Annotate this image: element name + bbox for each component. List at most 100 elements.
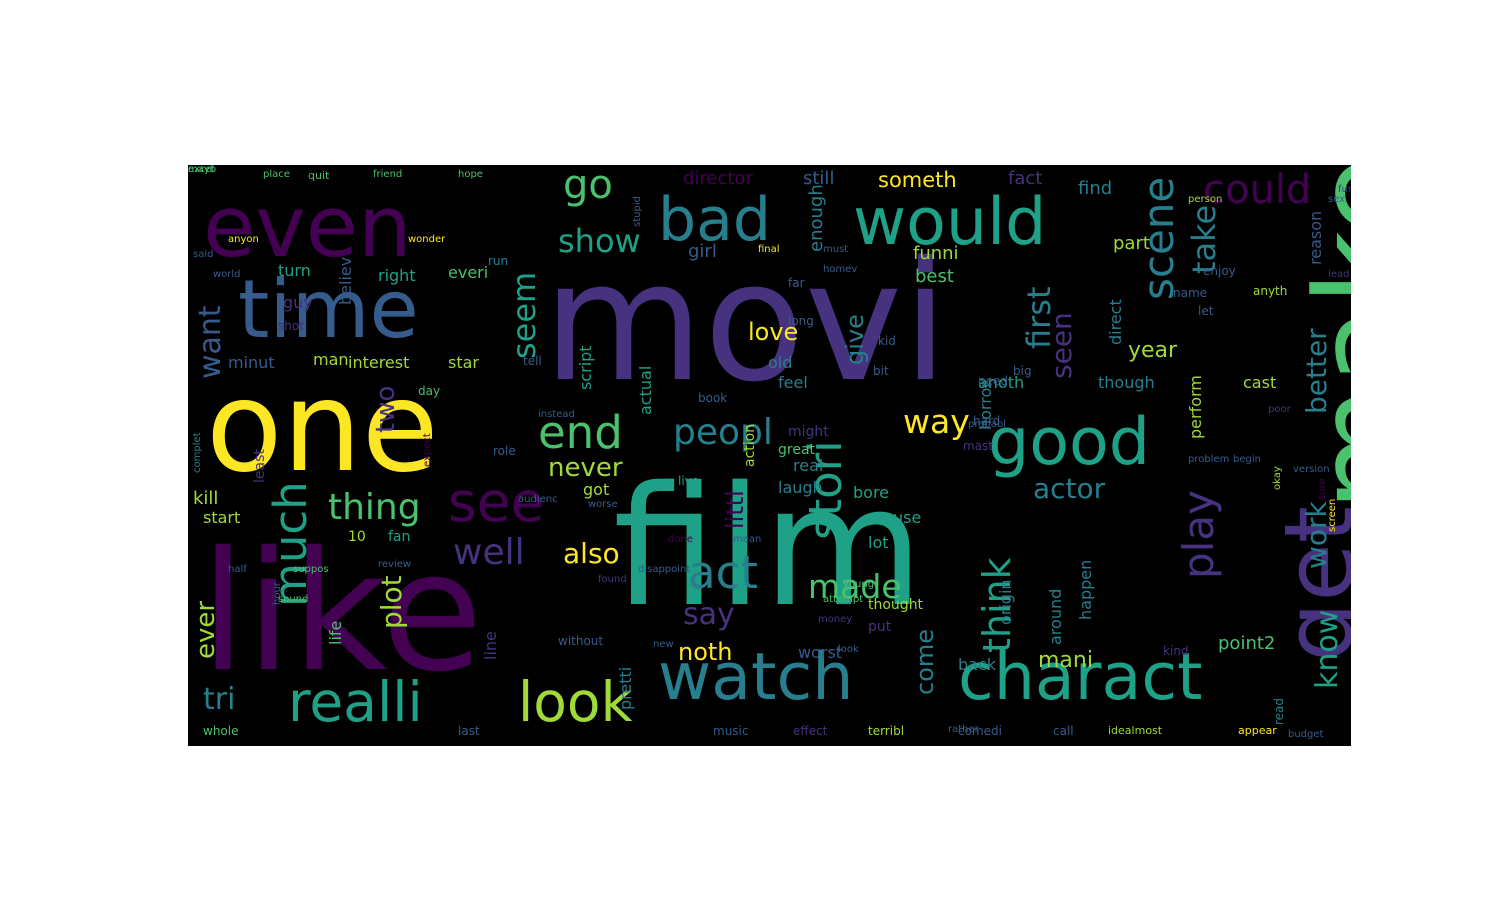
cloud-word: guy [283,293,313,312]
cloud-word: origin [996,578,1015,625]
cloud-word: mast [963,439,993,453]
cloud-word: new [653,639,674,650]
cloud-word: reason [1306,210,1325,265]
cloud-word: line [481,630,500,660]
cloud-word: role [493,444,516,458]
cloud-word: thought [868,597,924,613]
cloud-word: world [213,269,241,280]
cloud-word: girl [688,241,717,262]
cloud-word: also [563,537,620,570]
cloud-word: end [538,406,623,459]
cloud-word: stupid [632,196,643,228]
cloud-word: director [683,168,753,189]
cloud-word: got [583,480,610,499]
cloud-word: littl [721,490,749,530]
cloud-word: act [688,546,758,599]
cloud-word: friend [373,169,403,180]
cloud-word: found [598,574,627,585]
cloud-word: direct [1106,298,1125,345]
cloud-word: sure [1317,478,1328,500]
cloud-word: pretti [616,666,635,710]
cloud-word: big [1013,364,1032,378]
cloud-word: funni [913,243,959,264]
cloud-word: around [1046,588,1065,645]
cloud-word: movi [543,226,949,418]
cloud-word: run [488,254,509,268]
cloud-word: rather [948,724,979,735]
cloud-word: time [238,263,419,356]
cloud-word: disappoint [638,564,691,575]
cloud-word: feel [778,373,808,392]
cloud-word: whole [203,724,239,738]
cloud-word: begin [1233,454,1261,465]
cloud-word: fact [1008,168,1043,189]
cloud-word: expect [422,433,433,468]
cloud-word: place [263,169,290,180]
cloud-word: cast [1243,373,1277,392]
cloud-word: enough [806,184,827,252]
cloud-word: old [768,353,793,372]
cloud-word: without [558,634,604,648]
cloud-word: ever [191,601,221,660]
cloud-word: bore [853,483,890,502]
cloud-word: must [823,244,849,255]
cloud-word: tri [203,682,236,717]
cloud-word: problem [1188,454,1230,465]
cloud-word: made [808,567,902,606]
cloud-word: terribl [868,724,905,738]
cloud-word: name [1173,286,1208,300]
cloud-word: call [1053,724,1074,738]
cloud-word: mayb [188,165,217,175]
cloud-word: idealmost [1108,724,1163,737]
cloud-word: watch [658,640,854,715]
cloud-word: life [326,620,345,645]
cloud-word: appear [1238,724,1277,737]
cloud-word: real [793,456,824,475]
cloud-word: day [418,384,441,398]
cloud-word: script [576,344,595,390]
cloud-word: comedi [958,724,1002,738]
cloud-word: least [252,449,268,484]
cloud-word: laugh [778,478,823,497]
cloud-word: anoth [978,373,1025,392]
cloud-word: version [1293,464,1330,475]
cloud-word: young [843,579,875,590]
cloud-word: could [1203,167,1312,213]
cloud-word: action [742,423,758,468]
cloud-word: even [203,178,412,277]
cloud-word: man [313,350,349,369]
cloud-word: probabl [968,419,1006,430]
cloud-word: part [1113,233,1150,254]
cloud-word: said [193,249,214,260]
cloud-word: lead [1328,269,1350,280]
cloud-word: kill [193,488,219,509]
cloud-word: go [563,165,613,208]
cloud-word: use [893,508,922,527]
cloud-word: way [903,402,970,441]
cloud-word: effect [793,724,828,738]
cloud-word: anyth [1253,284,1288,298]
cloud-word: say [683,597,735,632]
cloud-word: see [448,470,545,534]
cloud-word: start [203,508,241,527]
cloud-word: poor [1268,404,1291,415]
cloud-word: wonder [408,234,446,245]
cloud-word: tell [523,354,542,368]
cloud-word: kid [878,334,896,348]
cloud-word: done [668,534,693,545]
cloud-word: actor [1033,472,1106,505]
cloud-word: know [1310,610,1345,690]
cloud-word: suppos [293,564,329,575]
cloud-word: put [868,619,892,635]
cloud-word: mean [733,534,762,545]
cloud-word: worse [588,499,618,510]
cloud-word: star [448,353,479,372]
cloud-word: believ [336,256,355,305]
cloud-word: peopl [673,412,773,453]
cloud-word: book [698,391,728,405]
cloud-word: seem [505,272,543,360]
cloud-word: would [853,185,1047,260]
cloud-word: actual [636,365,655,415]
cloud-word: quit [308,169,330,182]
cloud-word: okay [1272,466,1283,490]
